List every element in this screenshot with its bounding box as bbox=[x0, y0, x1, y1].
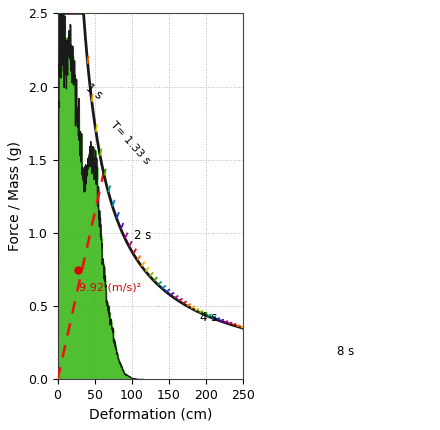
Text: 1 s: 1 s bbox=[83, 81, 105, 102]
Y-axis label: Force / Mass (g): Force / Mass (g) bbox=[8, 141, 22, 252]
Text: 2 s: 2 s bbox=[134, 229, 152, 242]
Text: T= 1.33 s: T= 1.33 s bbox=[108, 120, 151, 166]
X-axis label: Deformation (cm): Deformation (cm) bbox=[89, 408, 212, 422]
Text: 9.92 (m/s)²: 9.92 (m/s)² bbox=[79, 282, 141, 292]
Text: 4 s: 4 s bbox=[201, 311, 218, 324]
Text: 8 s: 8 s bbox=[337, 345, 354, 358]
